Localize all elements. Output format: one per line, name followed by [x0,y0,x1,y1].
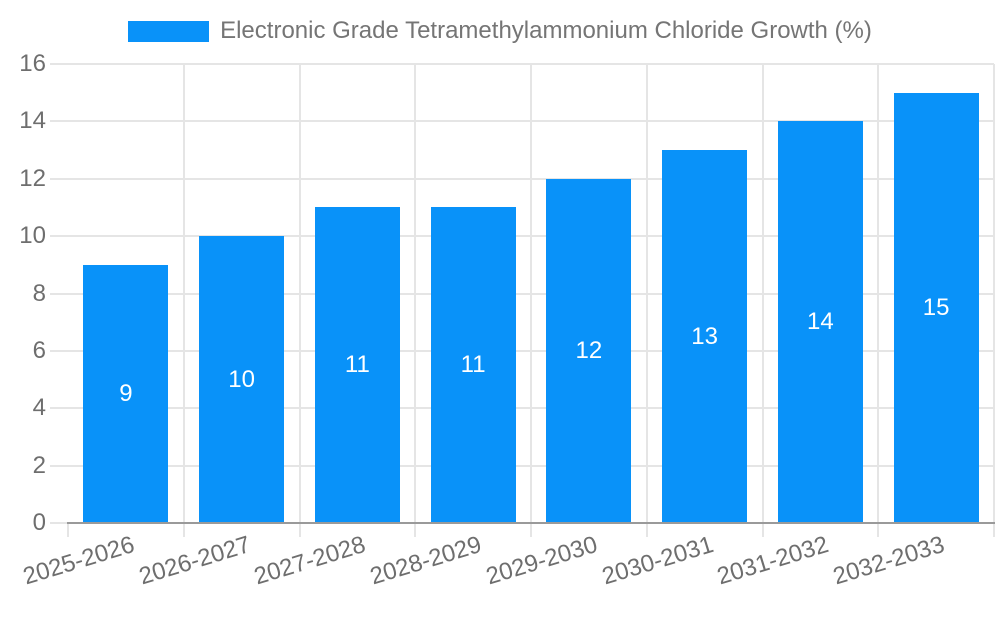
gridline-vertical [645,64,648,523]
gridline-vertical [761,64,764,523]
legend[interactable]: Electronic Grade Tetramethylammonium Chl… [0,16,1000,46]
y-axis-tick-label: 6 [32,336,46,364]
y-axis-tick-label: 16 [19,50,46,77]
bar-value-label: 9 [119,379,133,407]
bar-value-label: 15 [922,293,950,321]
y-axis-tick-label: 0 [32,509,46,536]
gridline-vertical [182,64,185,523]
axis-tick-x [877,523,880,537]
gridline-horizontal [50,63,994,65]
axis-tick-x [645,523,648,537]
axis-tick-y [50,522,68,524]
gridline-horizontal [50,120,994,123]
y-axis-tick-label: 14 [19,107,46,135]
y-axis-tick-label: 12 [19,164,46,192]
y-axis-tick-label: 4 [32,394,46,422]
gridline-horizontal [50,292,994,295]
gridline-vertical [298,64,301,523]
bar[interactable] [777,121,863,523]
bar[interactable] [314,207,400,523]
bar[interactable] [430,207,516,523]
gridline-vertical [993,64,995,523]
y-axis-tick-label: 10 [19,222,46,250]
bar-value-label: 11 [344,351,370,379]
bar[interactable] [199,236,285,523]
gridline-horizontal [50,177,994,180]
gridline-horizontal [50,464,994,467]
y-axis-tick-label: 8 [32,279,46,307]
plot-area: 0 2 4 6 8 10 12 14 16 9 2025-2026 10 2026-2027 11 2027… [19,52,995,590]
axis-tick-x [761,523,764,537]
bar-value-label: 13 [691,322,718,350]
bar-value-label: 11 [460,351,486,379]
bar[interactable] [546,178,632,523]
bar[interactable] [893,92,979,523]
axis-tick-x [414,523,417,537]
bar-value-label: 14 [807,308,834,336]
gridline-horizontal [50,407,994,410]
bar-value-label: 12 [575,336,603,364]
axis-tick-x [67,523,69,537]
legend-label: Electronic Grade Tetramethylammonium Chl… [220,16,872,44]
gridline-horizontal [50,235,994,238]
axis-tick-x [993,523,995,537]
bar[interactable] [662,150,748,523]
gridline-vertical [877,64,880,523]
gridline-horizontal [50,349,994,352]
legend-swatch[interactable] [128,20,210,42]
axis-tick-x [530,523,532,537]
y-axis-tick-label: 2 [32,451,46,479]
bar[interactable] [83,264,169,523]
axis-tick-x [182,523,185,537]
bar-value-label: 10 [228,365,255,393]
bar-chart: Electronic Grade Tetramethylammonium Chl… [0,16,1000,591]
axis-tick-x [298,523,301,537]
gridline-vertical [530,64,532,523]
x-axis-line [67,522,995,524]
gridline-vertical [414,64,417,523]
